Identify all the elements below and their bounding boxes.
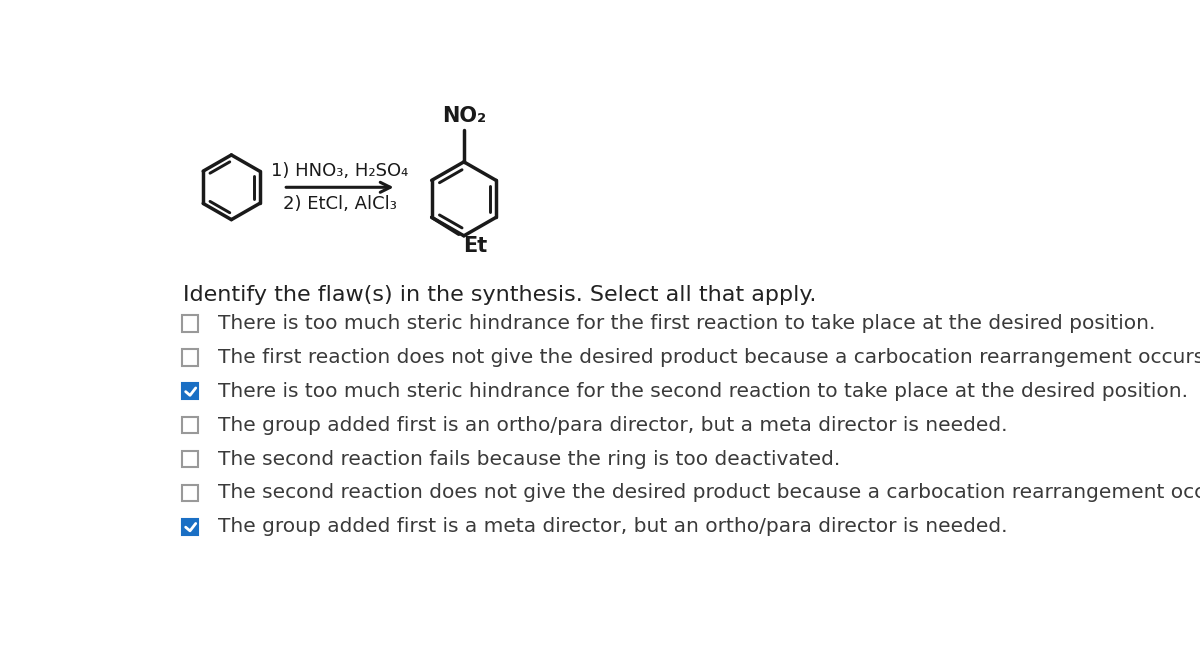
Text: 1) HNO₃, H₂SO₄: 1) HNO₃, H₂SO₄ [271,161,408,180]
Text: NO₂: NO₂ [442,106,486,127]
Text: There is too much steric hindrance for the second reaction to take place at the : There is too much steric hindrance for t… [218,382,1188,401]
Text: Et: Et [463,236,487,256]
FancyBboxPatch shape [182,350,198,365]
Text: The second reaction does not give the desired product because a carbocation rear: The second reaction does not give the de… [218,483,1200,502]
FancyBboxPatch shape [182,451,198,467]
FancyBboxPatch shape [182,316,198,332]
Text: There is too much steric hindrance for the first reaction to take place at the d: There is too much steric hindrance for t… [218,314,1156,333]
Text: The first reaction does not give the desired product because a carbocation rearr: The first reaction does not give the des… [218,348,1200,367]
Text: The group added first is an ortho/para director, but a meta director is needed.: The group added first is an ortho/para d… [218,416,1008,435]
FancyBboxPatch shape [182,485,198,501]
FancyBboxPatch shape [182,417,198,434]
Text: The second reaction fails because the ring is too deactivated.: The second reaction fails because the ri… [218,449,840,468]
FancyBboxPatch shape [182,383,198,400]
Text: The group added first is a meta director, but an ortho/para director is needed.: The group added first is a meta director… [218,518,1008,537]
Text: 2) EtCl, AlCl₃: 2) EtCl, AlCl₃ [283,195,397,213]
Text: Identify the flaw(s) in the synthesis. Select all that apply.: Identify the flaw(s) in the synthesis. S… [182,285,816,305]
FancyBboxPatch shape [182,519,198,535]
